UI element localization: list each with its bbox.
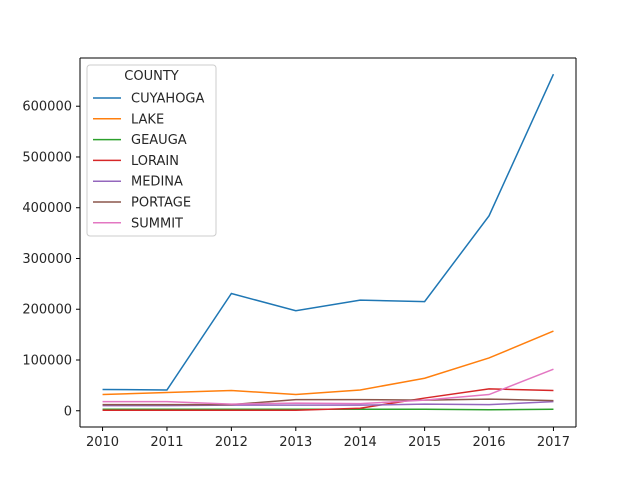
y-tick-label: 600000 (22, 100, 72, 115)
x-tick-label: 2011 (150, 435, 183, 450)
legend-label-lorain: LORAIN (131, 154, 179, 169)
series-line-summit (102, 368, 554, 405)
series-line-cuyahoga (102, 73, 555, 391)
y-tick-label: 500000 (22, 150, 72, 165)
series-line-lake (102, 330, 554, 396)
y-tick-label: 0 (64, 404, 72, 419)
x-tick-label: 2013 (279, 435, 312, 450)
x-tick-label: 2012 (215, 435, 248, 450)
series-line-portage (102, 398, 554, 406)
legend-label-medina: MEDINA (131, 175, 183, 190)
x-tick-label: 2016 (472, 435, 505, 450)
x-tick-label: 2015 (408, 435, 441, 450)
series-layer (102, 73, 555, 411)
series-line-lorain (102, 388, 554, 411)
x-tick-label: 2010 (86, 435, 119, 450)
y-tick-label: 100000 (22, 354, 72, 369)
y-tick-label: 300000 (22, 252, 72, 267)
y-tick-label: 200000 (22, 303, 72, 318)
x-tick-label: 2017 (537, 435, 570, 450)
legend: COUNTY CUYAHOGA LAKE GEAUGA LORAIN MEDINA POR… (86, 64, 217, 237)
x-tick-label: 2014 (344, 435, 377, 450)
legend-title: COUNTY (124, 69, 178, 84)
legend-label-lake: LAKE (131, 112, 164, 127)
series-line-medina (102, 400, 554, 407)
legend-label-portage: PORTAGE (131, 196, 191, 211)
axes (79, 57, 577, 428)
legend-label-cuyahoga: CUYAHOGA (131, 92, 204, 107)
legend-label-summit: SUMMIT (131, 216, 183, 231)
legend-box (86, 64, 217, 237)
legend-label-geauga: GEAUGA (131, 133, 187, 148)
y-tick-label: 400000 (22, 201, 72, 216)
ticks: 2010 2011 2012 2013 2014 2015 2016 2017 0 100000 2… (22, 100, 570, 450)
legend-items: CUYAHOGA LAKE GEAUGA LORAIN MEDINA PORTAGE SUM… (93, 92, 204, 231)
